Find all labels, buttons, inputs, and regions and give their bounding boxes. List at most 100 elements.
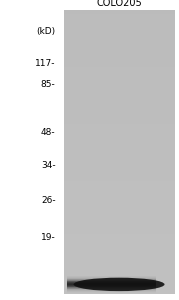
Bar (64, 184, 175, 188)
Bar (64, 85, 175, 88)
Bar (67, 287, 156, 288)
Bar (64, 212, 175, 216)
Bar (64, 216, 175, 220)
Bar (64, 35, 175, 39)
Bar (64, 106, 175, 110)
Bar (64, 39, 175, 42)
Bar (64, 64, 175, 67)
Bar (64, 262, 175, 266)
Bar (67, 284, 156, 285)
Bar (64, 57, 175, 60)
Bar (67, 282, 156, 283)
Bar (64, 21, 175, 25)
Bar (64, 191, 175, 195)
Bar (64, 88, 175, 92)
Bar (64, 269, 175, 273)
Bar (64, 28, 175, 32)
Text: 26-: 26- (41, 196, 55, 205)
Bar (64, 113, 175, 117)
Bar (64, 50, 175, 53)
Text: COLO205: COLO205 (96, 0, 142, 8)
Bar (64, 173, 175, 177)
Bar (64, 60, 175, 64)
Bar (67, 290, 156, 291)
Bar (64, 237, 175, 241)
Bar (64, 78, 175, 81)
Bar (64, 46, 175, 50)
Bar (64, 276, 175, 280)
Bar (64, 167, 175, 170)
Bar (64, 25, 175, 28)
Bar (67, 280, 156, 281)
Bar (64, 53, 175, 57)
Text: 19-: 19- (41, 232, 55, 242)
Bar (67, 289, 156, 290)
Text: 34-: 34- (41, 161, 55, 170)
Bar (64, 149, 175, 152)
Bar (67, 283, 156, 284)
Bar (64, 117, 175, 120)
Bar (64, 244, 175, 248)
Bar (64, 92, 175, 95)
Bar (64, 195, 175, 198)
Bar (64, 163, 175, 166)
Bar (67, 288, 156, 289)
Bar (64, 284, 175, 287)
Bar (64, 198, 175, 202)
Bar (64, 227, 175, 230)
Bar (64, 266, 175, 269)
Bar (64, 181, 175, 184)
Bar (64, 95, 175, 99)
Bar (67, 292, 156, 293)
Bar (64, 145, 175, 149)
Bar (64, 234, 175, 237)
Bar (64, 42, 175, 46)
Bar (64, 71, 175, 74)
Text: 117-: 117- (35, 58, 55, 68)
Ellipse shape (74, 278, 165, 291)
Bar (64, 223, 175, 227)
Bar (64, 290, 175, 294)
Bar (67, 278, 156, 279)
Bar (64, 259, 175, 262)
Bar (64, 124, 175, 128)
Bar (64, 206, 175, 209)
Bar (64, 32, 175, 35)
Bar (64, 230, 175, 234)
Bar (64, 67, 175, 71)
Bar (64, 156, 175, 159)
Bar (67, 277, 156, 278)
Bar (64, 99, 175, 103)
Bar (67, 279, 156, 280)
Bar (64, 14, 175, 18)
Bar (67, 276, 156, 277)
Bar (64, 138, 175, 142)
Bar (64, 134, 175, 138)
Bar (64, 142, 175, 145)
Bar (64, 131, 175, 134)
Bar (64, 177, 175, 181)
Bar (64, 220, 175, 223)
Bar (64, 273, 175, 276)
Bar (67, 286, 156, 287)
Bar (64, 103, 175, 106)
Bar (67, 291, 156, 292)
Bar (64, 202, 175, 206)
Bar (64, 280, 175, 284)
Bar (64, 18, 175, 21)
Bar (64, 188, 175, 191)
Bar (64, 255, 175, 259)
Bar (64, 287, 175, 290)
Bar (64, 120, 175, 124)
Text: 85-: 85- (41, 80, 55, 89)
Bar (67, 281, 156, 282)
Bar (64, 248, 175, 251)
Bar (64, 152, 175, 156)
Bar (64, 81, 175, 85)
Bar (64, 110, 175, 113)
Bar (64, 128, 175, 131)
Text: 48-: 48- (41, 128, 55, 137)
Bar (67, 285, 156, 286)
Bar (64, 74, 175, 78)
Bar (64, 11, 175, 14)
